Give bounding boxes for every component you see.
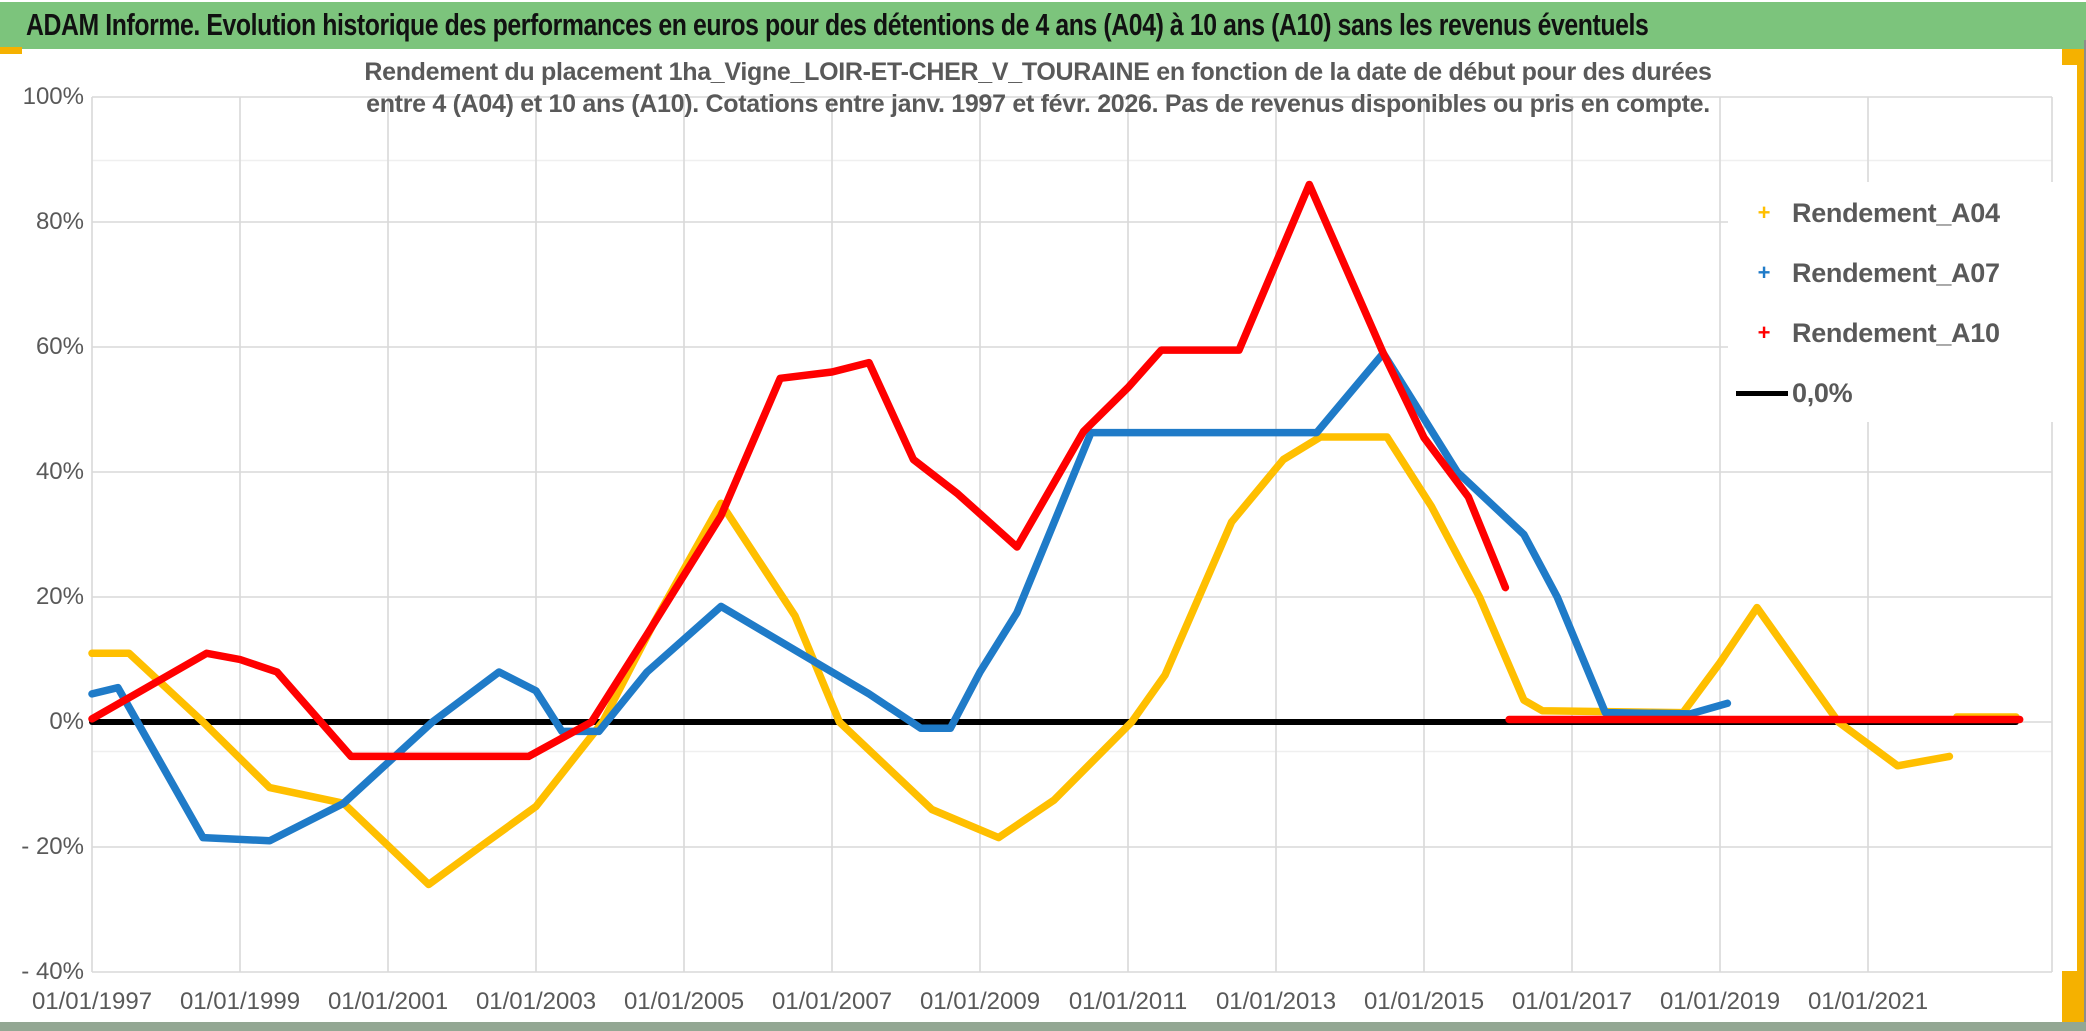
orange-accent-bottom-right <box>2062 971 2086 1022</box>
x-axis-tick-label: 01/01/2009 <box>919 988 1041 1015</box>
chart-legend[interactable]: + Rendement_A04 + Rendement_A07 + Rendement_A… <box>1728 182 2080 422</box>
x-axis-tick-label: 01/01/2005 <box>623 988 745 1015</box>
legend-label: 0,0% <box>1792 378 1853 408</box>
window-right-edge <box>2084 40 2086 1031</box>
x-axis-tick-label: 01/01/2017 <box>1511 988 1633 1015</box>
legend-item-rendement-a07[interactable]: + Rendement_A07 <box>1728 256 2080 290</box>
green-bottom-strip <box>0 1022 2086 1031</box>
legend-line-marker-icon <box>1736 391 1788 396</box>
y-axis-tick-label: 100% <box>22 83 84 110</box>
y-axis-tick-label: 60% <box>35 333 84 360</box>
x-axis-tick-label: 01/01/2013 <box>1215 988 1337 1015</box>
y-axis-tick-label: 0% <box>49 708 84 735</box>
legend-item-rendement-a10[interactable]: + Rendement_A10 <box>1728 316 2080 350</box>
sheet-header-band: ADAM Informe. Evolution historique des p… <box>0 2 2086 49</box>
legend-label: Rendement_A10 <box>1792 318 2000 348</box>
x-axis-tick-label: 01/01/2003 <box>475 988 597 1015</box>
legend-label: Rendement_A07 <box>1792 258 2000 288</box>
sheet-header-title: ADAM Informe. Evolution historique des p… <box>26 7 1649 42</box>
y-axis-tick-label: 40% <box>35 458 84 485</box>
legend-plus-marker-icon: + <box>1757 320 1771 345</box>
y-axis-tick-label: - 40% <box>21 958 84 985</box>
x-axis-tick-label: 01/01/1997 <box>31 988 153 1015</box>
legend-plus-marker-icon: + <box>1757 260 1771 285</box>
orange-accent-top-right <box>2062 49 2086 65</box>
legend-label: Rendement_A04 <box>1792 198 2000 228</box>
chart-title-line1: Rendement du placement 1ha_Vigne_LOIR-ET… <box>364 58 1712 86</box>
y-axis-tick-label: 20% <box>35 583 84 610</box>
x-axis-tick-label: 01/01/2019 <box>1659 988 1781 1015</box>
chart-title-line2: entre 4 (A04) et 10 ans (A10). Cotations… <box>366 90 1710 118</box>
x-axis-tick-label: 01/01/2001 <box>327 988 449 1015</box>
y-axis-tick-label: - 20% <box>21 833 84 860</box>
x-axis-tick-label: 01/01/2015 <box>1363 988 1485 1015</box>
legend-item-rendement-a04[interactable]: + Rendement_A04 <box>1728 196 2080 230</box>
x-axis-tick-label: 01/01/2007 <box>771 988 893 1015</box>
y-axis-tick-label: 80% <box>35 208 84 235</box>
orange-accent-right-bar <box>2077 49 2084 1022</box>
legend-item-0-0-[interactable]: 0,0% <box>1728 376 2080 410</box>
x-axis-tick-label: 01/01/2021 <box>1807 988 1929 1015</box>
orange-accent-top-left <box>0 47 22 54</box>
x-axis-tick-label: 01/01/2011 <box>1068 988 1188 1015</box>
legend-plus-marker-icon: + <box>1757 200 1771 225</box>
x-axis-tick-label: 01/01/1999 <box>179 988 301 1015</box>
